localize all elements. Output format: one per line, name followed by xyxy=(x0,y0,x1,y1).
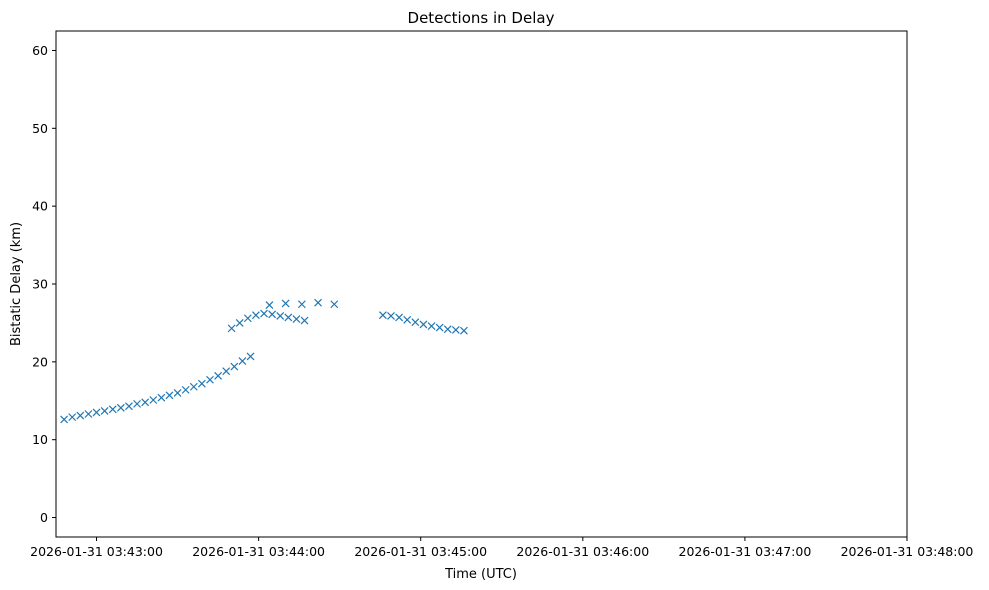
data-point xyxy=(451,326,460,334)
data-point xyxy=(108,405,117,414)
data-point xyxy=(395,313,404,322)
data-point xyxy=(427,322,436,330)
y-tick-label: 50 xyxy=(32,121,48,136)
data-point xyxy=(435,323,444,332)
data-point xyxy=(330,300,339,309)
y-axis-label: Bistatic Delay (km) xyxy=(9,222,24,346)
x-tick-label: 2026-01-31 03:43:00 xyxy=(30,544,163,559)
data-point xyxy=(92,408,101,417)
data-point xyxy=(84,410,93,418)
data-point xyxy=(411,318,420,327)
data-point xyxy=(227,324,236,333)
data-point xyxy=(133,399,141,408)
data-point xyxy=(460,326,468,335)
data-point xyxy=(189,382,198,391)
data-point xyxy=(314,298,322,307)
data-point xyxy=(125,402,133,411)
data-point xyxy=(443,325,452,334)
data-point xyxy=(157,393,166,402)
marker-layer xyxy=(60,298,468,424)
y-tick-label: 30 xyxy=(32,277,48,292)
y-tick-label: 0 xyxy=(40,510,48,525)
data-point xyxy=(197,379,206,388)
data-point xyxy=(141,398,150,407)
data-point xyxy=(76,411,85,420)
data-point xyxy=(206,375,214,384)
data-point xyxy=(165,391,174,400)
x-tick-label: 2026-01-31 03:45:00 xyxy=(354,544,487,559)
data-point xyxy=(230,362,239,371)
data-point xyxy=(100,406,109,415)
y-tick-label: 40 xyxy=(32,199,48,214)
x-tick-label: 2026-01-31 03:46:00 xyxy=(516,544,649,559)
data-point xyxy=(68,413,77,422)
y-tick-label: 20 xyxy=(32,354,48,369)
data-point xyxy=(149,396,158,404)
y-tick-label: 10 xyxy=(32,432,48,447)
data-point xyxy=(214,371,223,380)
x-axis-label: Time (UTC) xyxy=(444,567,517,582)
data-point xyxy=(292,315,301,323)
data-point xyxy=(243,314,252,323)
x-tick-label: 2026-01-31 03:47:00 xyxy=(679,544,812,559)
y-tick-label: 60 xyxy=(32,43,48,58)
data-point xyxy=(181,385,190,394)
data-point xyxy=(222,367,231,376)
chart-title: Detections in Delay xyxy=(408,9,555,27)
x-tick-label: 2026-01-31 03:44:00 xyxy=(192,544,325,559)
data-point xyxy=(235,318,244,327)
data-point xyxy=(297,300,306,309)
data-point xyxy=(246,352,255,361)
data-point xyxy=(238,357,247,365)
y-axis: 0 10 20 30 40 50 60 xyxy=(32,43,56,525)
data-point xyxy=(116,403,125,412)
plot-frame xyxy=(55,30,908,538)
data-point xyxy=(268,310,277,319)
data-point xyxy=(387,311,395,320)
data-point xyxy=(265,301,274,309)
data-point xyxy=(276,311,285,320)
data-point xyxy=(260,309,268,318)
data-point xyxy=(419,320,428,329)
data-point xyxy=(378,311,387,320)
data-point xyxy=(251,311,260,320)
data-point xyxy=(281,299,290,308)
x-axis: 2026-01-31 03:43:00 2026-01-31 03:44:00 20… xyxy=(30,537,973,559)
x-tick-label: 2026-01-31 03:48:00 xyxy=(841,544,974,559)
data-point xyxy=(60,415,69,424)
data-point xyxy=(173,389,182,397)
data-point xyxy=(300,316,309,325)
data-point xyxy=(403,315,412,324)
data-point xyxy=(284,313,293,322)
